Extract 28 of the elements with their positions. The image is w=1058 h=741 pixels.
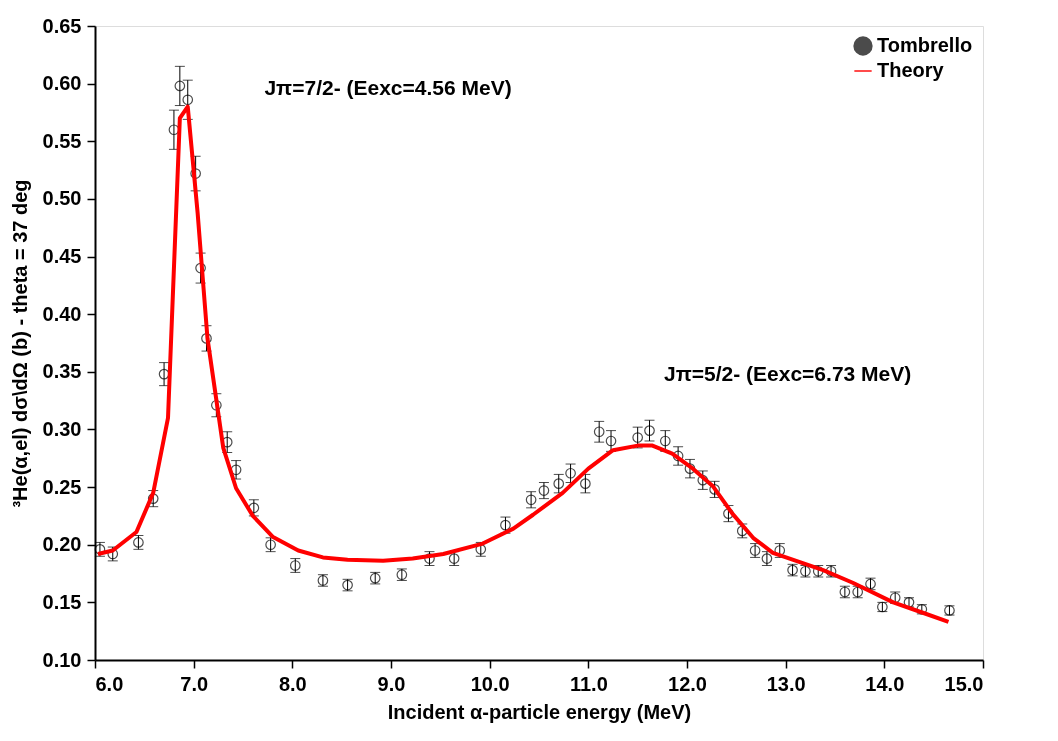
- legend-label: Theory: [877, 59, 945, 81]
- annotation: Jπ=7/2- (Eexc=4.56 MeV): [264, 76, 512, 100]
- y-axis-title: ³He(α,el) dσ\dΩ (b) - theta = 37 deg: [8, 179, 31, 508]
- y-tick-label: 0.10: [42, 648, 82, 671]
- y-tick-label: 0.35: [42, 360, 82, 383]
- x-tick-label: 11.0: [569, 672, 608, 695]
- y-tick-label: 0.20: [42, 533, 82, 556]
- x-tick-label: 13.0: [766, 672, 806, 695]
- x-axis-title: Incident α-particle energy (MeV): [387, 700, 692, 723]
- x-tick-label: 7.0: [180, 672, 209, 695]
- x-tick-label: 8.0: [278, 672, 307, 695]
- y-tick-label: 0.45: [42, 245, 82, 268]
- y-tick-label: 0.30: [42, 417, 82, 440]
- x-tick-label: 14.0: [865, 672, 905, 695]
- y-tick-label: 0.50: [42, 187, 82, 210]
- x-tick-label: 6.0: [95, 672, 124, 695]
- y-tick-label: 0.25: [42, 475, 82, 498]
- y-tick-label: 0.55: [42, 129, 82, 152]
- y-tick-label: 0.40: [42, 302, 82, 325]
- x-tick-label: 12.0: [668, 672, 707, 695]
- x-tick-label: 15.0: [944, 672, 984, 695]
- y-tick-label: 0.60: [42, 72, 82, 95]
- x-tick-label: 10.0: [470, 672, 510, 695]
- y-tick-label: 0.15: [42, 590, 82, 613]
- y-tick-label: 0.65: [42, 14, 82, 37]
- x-tick-label: 9.0: [377, 672, 406, 695]
- legend-label: Tombrello: [877, 34, 973, 56]
- annotation: Jπ=5/2- (Eexc=6.73 MeV): [664, 361, 912, 385]
